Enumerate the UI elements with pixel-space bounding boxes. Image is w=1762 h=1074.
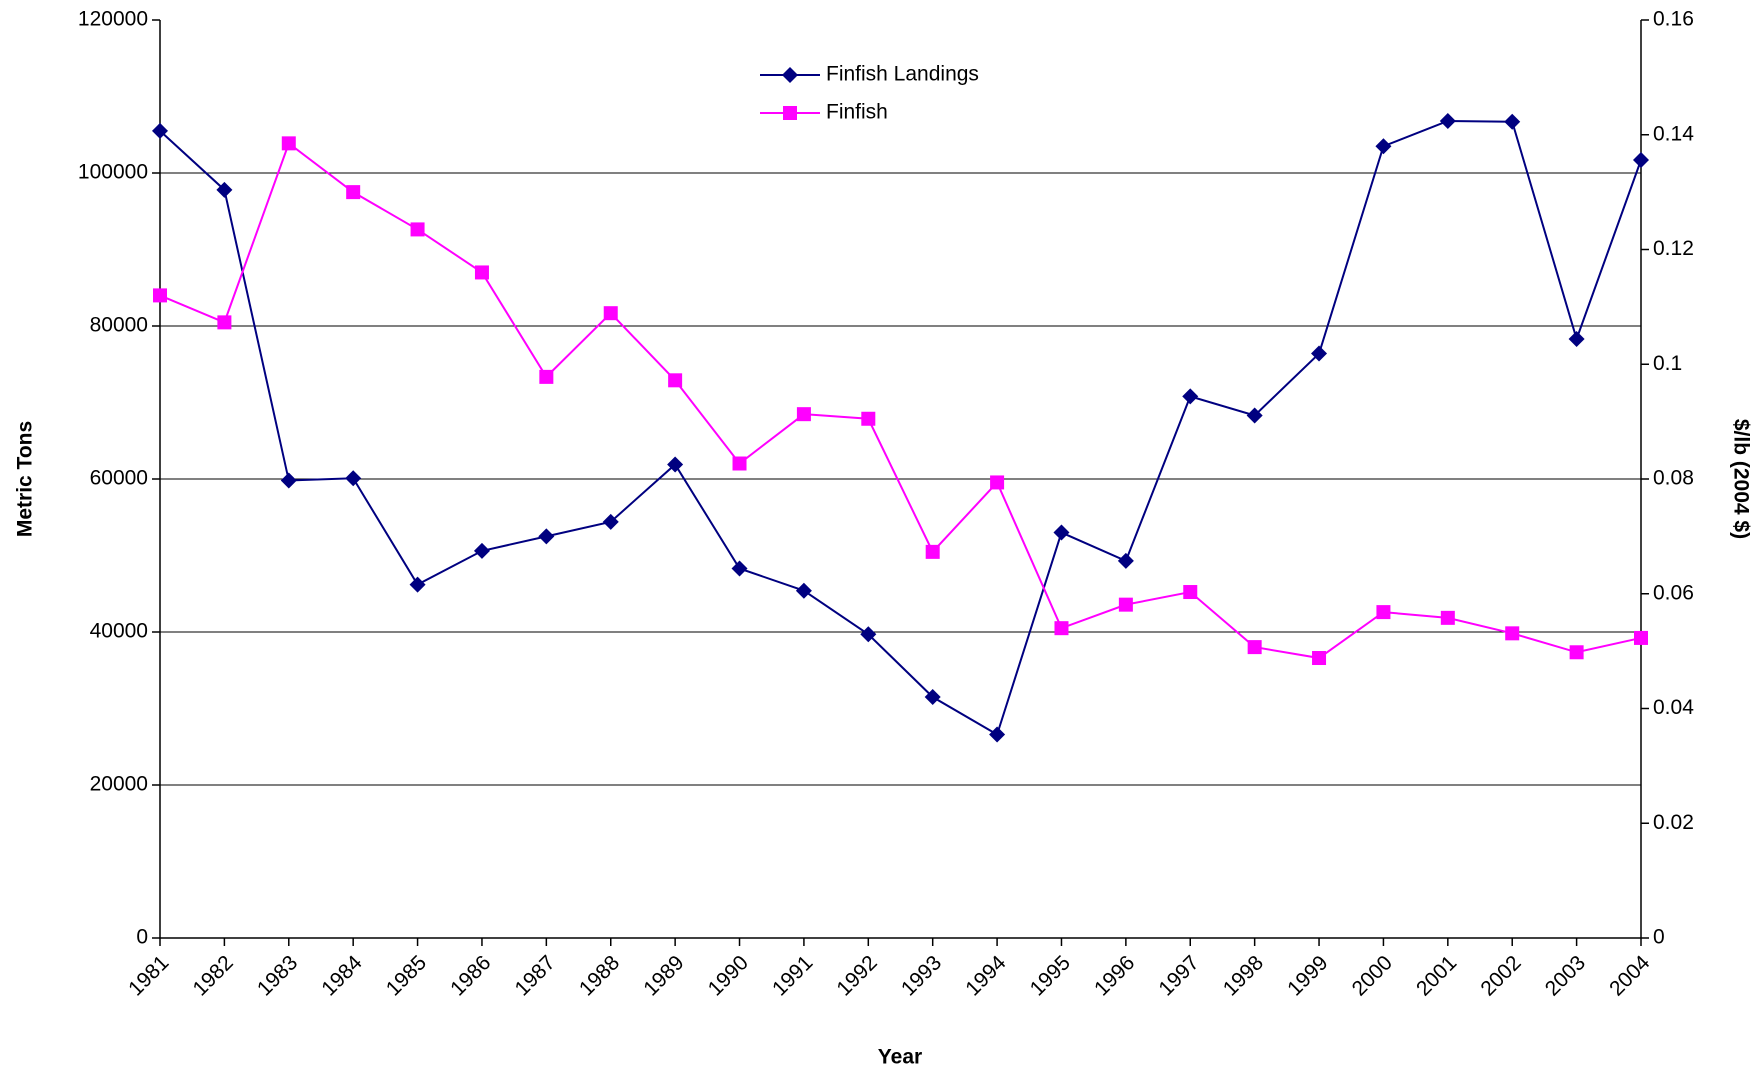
y-tick-label: 40000: [90, 620, 148, 643]
data-point: [216, 181, 233, 198]
x-axis-title: Year: [878, 1046, 922, 1069]
data-point: [1054, 621, 1069, 636]
x-tick-label: 1993: [897, 951, 946, 1000]
data-point: [796, 407, 811, 422]
data-point: [925, 544, 940, 559]
x-tick-label: 2000: [1348, 951, 1397, 1000]
y2-axis-title: $/lb (2004 $): [1729, 419, 1752, 539]
data-point: [1633, 151, 1649, 168]
y2-tick-label: 0.04: [1653, 696, 1694, 719]
series-line: [159, 119, 1642, 737]
x-tick-label: 1998: [1219, 951, 1268, 1000]
data-point: [990, 475, 1005, 490]
data-point: [668, 373, 683, 388]
y-tick-label: 0: [136, 926, 148, 949]
y-tick-label: 120000: [78, 8, 148, 31]
y2-tick-label: 0.06: [1653, 581, 1694, 604]
data-point: [281, 136, 296, 151]
data-point: [473, 542, 490, 559]
x-tick-label: 1995: [1026, 951, 1075, 1000]
x-tick-label: 1984: [317, 951, 367, 1001]
data-point: [280, 472, 297, 489]
data-point: [1247, 640, 1262, 655]
x-tick-label: 1989: [639, 951, 688, 1000]
y-tick-label: 100000: [78, 161, 148, 184]
y2-tick-label: 0.02: [1653, 811, 1694, 834]
x-tick-label: 1997: [1154, 951, 1203, 1000]
data-point: [410, 222, 425, 237]
data-point: [1118, 597, 1133, 612]
x-tick-label: 1986: [446, 951, 495, 1000]
data-point: [1117, 552, 1134, 569]
y2-tick-label: 0.1: [1653, 352, 1682, 375]
data-point: [667, 456, 684, 473]
x-tick-label: 1999: [1283, 951, 1332, 1000]
y2-tick-label: 0.08: [1653, 467, 1694, 490]
data-point: [474, 265, 489, 280]
data-point: [860, 626, 877, 643]
x-tick-label: 2001: [1412, 951, 1461, 1000]
x-tick-label: 1983: [253, 951, 302, 1000]
x-tick-label: 1981: [124, 951, 173, 1000]
data-point: [731, 560, 748, 577]
y-tick-label: 20000: [90, 773, 148, 796]
series-line: [159, 141, 1642, 660]
data-point: [1182, 388, 1199, 405]
data-point: [1376, 605, 1391, 620]
data-point: [1183, 585, 1198, 600]
data-point: [1246, 407, 1263, 424]
x-tick-label: 1982: [189, 951, 238, 1000]
y2-tick-label: 0.14: [1653, 122, 1694, 145]
data-point: [1439, 112, 1456, 129]
data-point: [1311, 345, 1328, 362]
data-point: [409, 576, 426, 593]
x-tick-label: 1996: [1090, 951, 1139, 1000]
legend-label: Finfish Landings: [826, 63, 979, 86]
data-point: [989, 726, 1006, 743]
x-tick-label: 1991: [768, 951, 817, 1000]
x-tick-label: 2003: [1541, 951, 1590, 1000]
data-point: [217, 315, 232, 330]
data-point: [153, 288, 167, 303]
y2-tick-label: 0.16: [1653, 8, 1694, 31]
data-point: [1053, 524, 1070, 541]
data-point: [1504, 113, 1521, 130]
data-point: [1440, 610, 1455, 625]
x-tick-label: 1994: [961, 951, 1011, 1001]
legend-marker: [782, 67, 798, 83]
data-point: [1505, 626, 1520, 641]
data-point: [538, 528, 555, 545]
data-point: [732, 456, 747, 471]
x-tick-label: 1987: [511, 951, 560, 1000]
y2-tick-label: 0: [1653, 926, 1665, 949]
x-tick-label: 1990: [704, 951, 753, 1000]
x-tick-label: 2002: [1476, 951, 1525, 1000]
legend-label: Finfish: [826, 101, 888, 124]
x-tick-label: 1988: [575, 951, 624, 1000]
data-point: [602, 513, 619, 530]
x-tick-label: 1985: [382, 951, 431, 1000]
data-point: [346, 185, 361, 200]
data-point: [1312, 651, 1327, 666]
data-point: [603, 306, 618, 321]
data-point: [861, 411, 876, 426]
data-point: [539, 369, 554, 384]
data-point: [1568, 331, 1585, 348]
data-point: [924, 689, 941, 706]
data-point: [1634, 630, 1648, 645]
y-tick-label: 80000: [90, 314, 148, 337]
data-point: [1375, 138, 1392, 155]
legend-marker: [783, 106, 797, 120]
y-axis-title: Metric Tons: [14, 421, 37, 537]
data-point: [1569, 645, 1584, 660]
x-tick-label: 2004: [1605, 951, 1655, 1001]
data-point: [795, 582, 812, 599]
y-tick-label: 60000: [90, 467, 148, 490]
data-point: [152, 122, 168, 139]
y2-tick-label: 0.12: [1653, 237, 1694, 260]
x-tick-label: 1992: [832, 951, 881, 1000]
data-point: [345, 470, 362, 487]
